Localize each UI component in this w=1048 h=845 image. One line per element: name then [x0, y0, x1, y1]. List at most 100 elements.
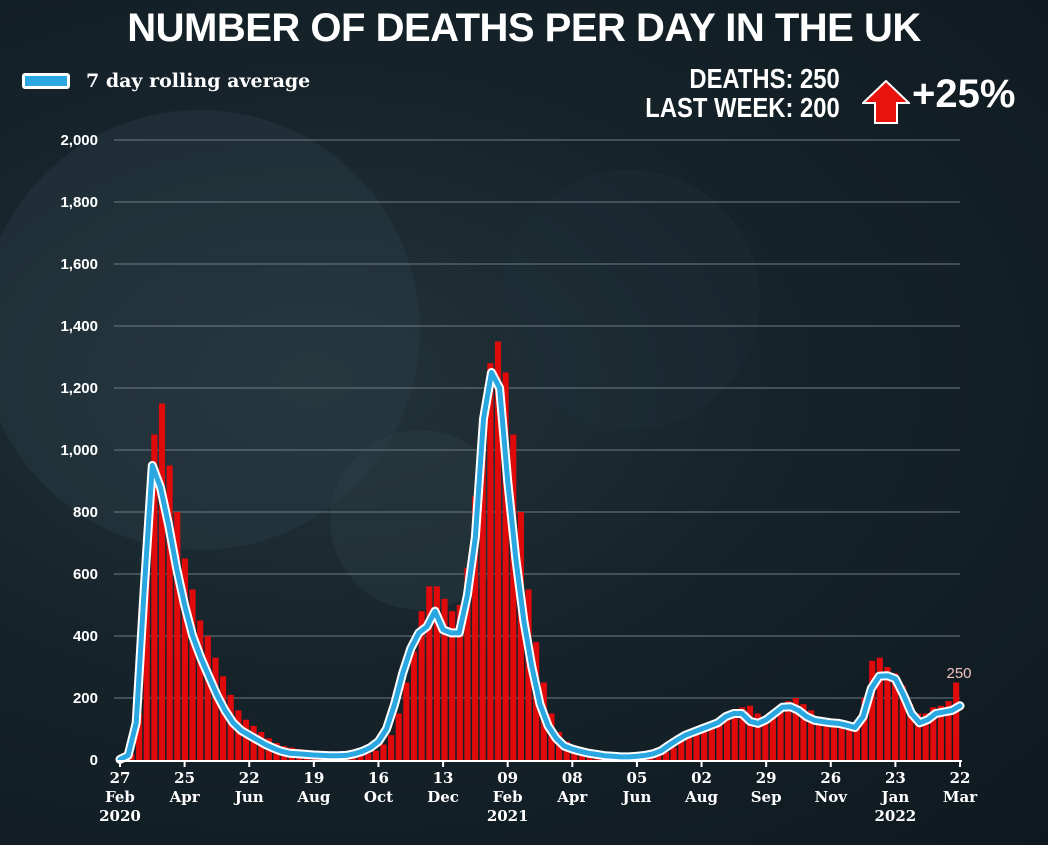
bar [716, 719, 723, 760]
bar [808, 710, 815, 760]
bar [395, 713, 402, 760]
bar [876, 657, 883, 760]
bar [937, 705, 944, 760]
bar [861, 698, 868, 760]
bar [823, 719, 830, 760]
legend-swatch [22, 73, 70, 89]
bar [235, 710, 242, 760]
bar [914, 713, 922, 760]
x-tick-day: 16 [368, 769, 389, 787]
bar [731, 710, 738, 760]
x-tick-day: 25 [174, 769, 195, 787]
x-tick-day: 22 [950, 769, 971, 787]
x-tick-day: 13 [433, 769, 454, 787]
bar [372, 750, 379, 760]
bar [388, 735, 395, 760]
legend-label: 7 day rolling average [86, 70, 311, 92]
rolling-average-series [117, 370, 963, 762]
bar [930, 707, 937, 760]
y-tick-label: 1,000 [60, 442, 98, 459]
y-tick-label: 400 [73, 628, 98, 645]
y-axis-ticks: 0 200 400 600 800 1,000 1,200 1,400 1,600 1,800 2,… [60, 132, 98, 769]
x-tick-day: 29 [756, 769, 777, 787]
bar [143, 574, 150, 760]
bar [158, 403, 166, 760]
bar [953, 682, 960, 760]
bar [449, 611, 456, 760]
bar [487, 363, 494, 760]
bar [701, 725, 708, 760]
rolling-average-line [115, 368, 965, 764]
bar [785, 701, 792, 760]
bar [479, 419, 486, 760]
bar [922, 713, 929, 760]
bar [181, 558, 188, 760]
x-tick-month: Sep [751, 788, 782, 806]
bar [792, 698, 799, 760]
bar [212, 657, 219, 760]
deaths-value: 250 [800, 63, 840, 94]
deaths-stat: DEATHS: 250 [646, 64, 840, 93]
x-tick-day: 19 [303, 769, 324, 787]
bar [166, 465, 173, 760]
last-week-stat: LAST WEEK: 200 [646, 93, 840, 122]
x-tick-month: Mar [943, 788, 978, 806]
bar [494, 341, 502, 760]
bar [838, 721, 845, 760]
daily-deaths-bars [120, 341, 960, 760]
gridlines [114, 139, 960, 699]
bar [433, 586, 440, 760]
bar [708, 722, 715, 760]
bar [869, 660, 876, 760]
bar [517, 512, 524, 760]
bar [403, 682, 410, 760]
x-tick-month: Nov [815, 788, 849, 806]
bar [899, 685, 906, 760]
x-tick-day: 08 [562, 769, 583, 787]
last-week-label: LAST WEEK: [645, 92, 794, 124]
bar [204, 636, 211, 760]
x-tick-month: Feb [105, 788, 135, 806]
death-stats: DEATHS: 250 LAST WEEK: 200 [611, 64, 840, 123]
bar [754, 713, 761, 760]
bar [685, 735, 692, 760]
bar [800, 704, 807, 760]
bar [441, 598, 448, 760]
bar [739, 707, 746, 760]
y-tick-label: 1,600 [60, 256, 98, 273]
x-tick-month: Aug [296, 788, 331, 806]
bar [380, 744, 387, 760]
y-tick-label: 1,800 [60, 194, 98, 211]
bar [227, 694, 234, 760]
bar [846, 722, 853, 760]
x-tick-year: 2020 [99, 807, 141, 825]
bar [815, 716, 822, 760]
bar [907, 704, 914, 760]
bar [136, 713, 143, 760]
x-tick-month: Apr [556, 788, 588, 806]
x-tick-month: Dec [427, 788, 459, 806]
bar [357, 755, 364, 760]
last-week-value: 200 [800, 92, 840, 124]
bar [174, 512, 181, 760]
y-tick-label: 1,400 [60, 318, 98, 335]
bar [456, 605, 463, 760]
latest-value-label: 250 [946, 665, 971, 682]
x-tick-month: Oct [364, 788, 393, 806]
bar [220, 676, 227, 760]
bar [892, 673, 899, 760]
x-tick-day: 27 [110, 769, 131, 787]
legend: 7 day rolling average [22, 70, 310, 92]
bar [693, 729, 700, 760]
bar [662, 752, 670, 760]
x-tick-year: 2022 [875, 807, 917, 825]
bar [510, 434, 517, 760]
y-tick-label: 600 [73, 566, 98, 583]
bar [655, 754, 662, 760]
y-tick-label: 2,000 [60, 132, 98, 149]
x-tick-month: Feb [493, 788, 523, 806]
bar [426, 586, 433, 760]
x-tick-day: 22 [239, 769, 260, 787]
bar [769, 716, 776, 760]
